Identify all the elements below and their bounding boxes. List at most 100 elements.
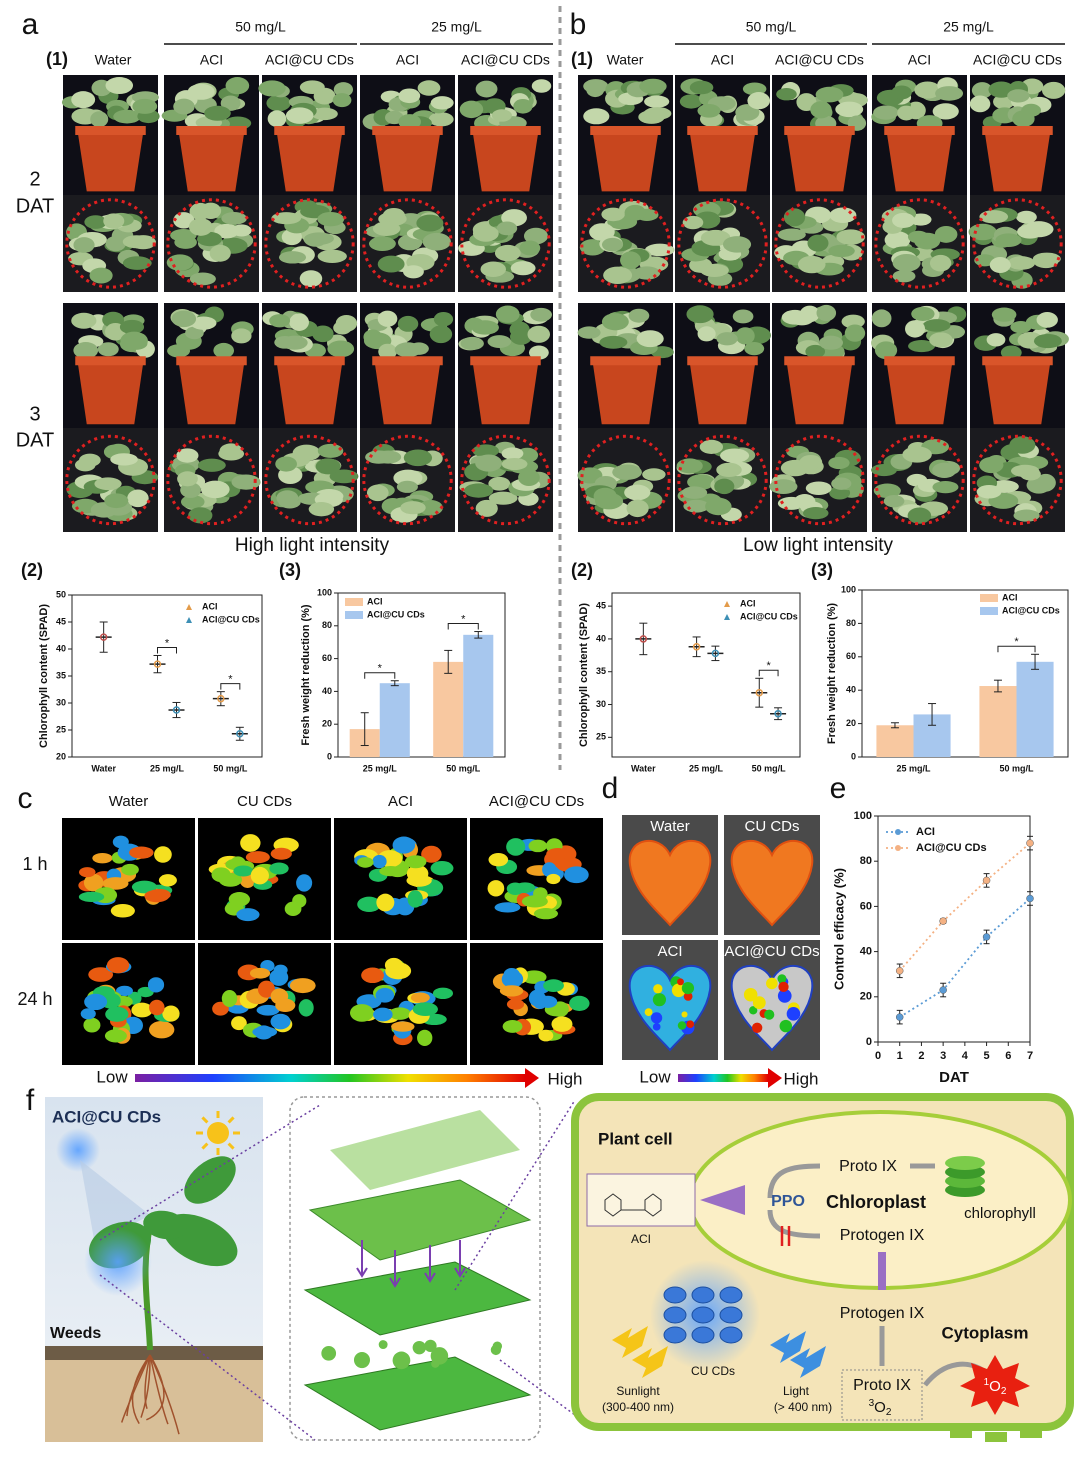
significance-label: *	[461, 613, 466, 625]
pot-rim	[982, 356, 1053, 366]
chloroplast-dot	[412, 1340, 427, 1355]
sunlight-bolt	[612, 1326, 648, 1358]
leaf	[995, 233, 1022, 248]
panel-label: b	[570, 8, 587, 41]
heat-leaf	[83, 1017, 101, 1033]
root	[149, 1354, 169, 1425]
leaf	[332, 93, 352, 108]
highlight-ring	[166, 198, 257, 289]
y-tick-label: 60	[846, 651, 856, 661]
leaf	[185, 326, 204, 340]
leaf	[167, 344, 191, 358]
leaf	[831, 477, 852, 490]
heat-leaf	[148, 1020, 175, 1039]
leaf	[1036, 312, 1058, 328]
column-label: ACI	[200, 52, 223, 68]
caption: High light intensity	[235, 535, 390, 556]
leaf	[699, 439, 724, 454]
leaf	[472, 444, 499, 458]
leaf	[744, 341, 765, 356]
legend-marker	[895, 829, 901, 835]
heat-leaf	[543, 979, 564, 992]
column-label: ACI@CU CDs	[489, 793, 584, 810]
y-tick-label: 20	[860, 991, 872, 1003]
leaf	[299, 270, 323, 288]
light-bolt	[790, 1346, 826, 1378]
leaf	[166, 254, 194, 271]
significance-label: *	[767, 660, 772, 672]
leaf	[315, 458, 341, 475]
cd-particle	[719, 1286, 743, 1304]
heat-leaf	[298, 999, 314, 1017]
leaf	[628, 308, 650, 323]
leaf	[829, 207, 857, 223]
heat-spot	[743, 987, 758, 1002]
significance-bracket	[157, 646, 177, 654]
legend-swatch	[980, 594, 998, 602]
leaf	[501, 457, 528, 471]
leaf	[911, 306, 935, 321]
heat-leaf	[129, 846, 154, 859]
leaf	[891, 85, 912, 100]
leaf	[722, 236, 752, 253]
leaf	[523, 227, 548, 245]
leaf	[220, 95, 241, 111]
heat-leaf	[231, 1016, 247, 1031]
leaf	[73, 342, 99, 359]
leaf	[642, 468, 666, 481]
cell-layer	[303, 1356, 532, 1431]
pot-rim	[687, 126, 758, 135]
highlight-ring	[580, 434, 671, 526]
cd-particle	[663, 1286, 687, 1304]
column-label: Water	[109, 793, 148, 810]
legend-label: ACI@CU CDs	[916, 842, 987, 854]
heat-leaf	[233, 865, 254, 877]
leaf	[480, 261, 506, 277]
highlight-ring	[774, 434, 865, 526]
structure-box	[586, 1173, 696, 1227]
organelle-label: Chloroplast	[826, 1192, 926, 1212]
heat-leaf	[236, 908, 260, 922]
column-label: ACI	[396, 52, 419, 68]
pot	[886, 129, 953, 192]
zoom-line	[99, 1274, 316, 1441]
x-tick-label: 6	[1005, 1050, 1011, 1062]
chart-label: (3)	[279, 560, 301, 580]
legend-marker	[186, 617, 192, 623]
leaf	[620, 251, 642, 270]
leaf	[173, 98, 195, 115]
heat-leaf	[92, 852, 113, 864]
leaf	[176, 448, 199, 463]
y-axis-title: Fresh weight reduction (%)	[826, 603, 838, 745]
triplet-oxygen: 3O2	[869, 1398, 892, 1418]
y-tick-label: 45	[596, 600, 606, 610]
leaf	[783, 208, 806, 227]
y-axis-title: Control efficacy (%)	[831, 868, 846, 990]
leaf	[403, 449, 433, 467]
heat-leaf	[432, 987, 454, 1000]
y-tick-label: 80	[846, 618, 856, 628]
leaf	[1013, 509, 1040, 522]
pot-rim	[274, 126, 345, 135]
highlight-ring	[460, 434, 551, 526]
chart-label: (2)	[21, 560, 43, 580]
leaf	[289, 313, 309, 331]
leaf-glow	[84, 1228, 152, 1296]
leaf	[368, 236, 396, 252]
element: O	[989, 1378, 1001, 1395]
leaf	[417, 80, 441, 96]
column-label: ACI	[908, 52, 931, 68]
leaf	[643, 107, 672, 120]
highlight-ring	[774, 198, 865, 289]
pot	[178, 129, 245, 192]
row-label: 2	[29, 168, 40, 190]
heat-leaf	[110, 904, 135, 918]
heat-spot	[686, 1020, 695, 1028]
heat-leaf	[289, 978, 316, 994]
leaf	[599, 335, 628, 349]
bar	[1016, 661, 1054, 757]
point	[692, 643, 701, 651]
penetration-arrow	[454, 1240, 466, 1278]
heat-leaf	[275, 998, 296, 1013]
